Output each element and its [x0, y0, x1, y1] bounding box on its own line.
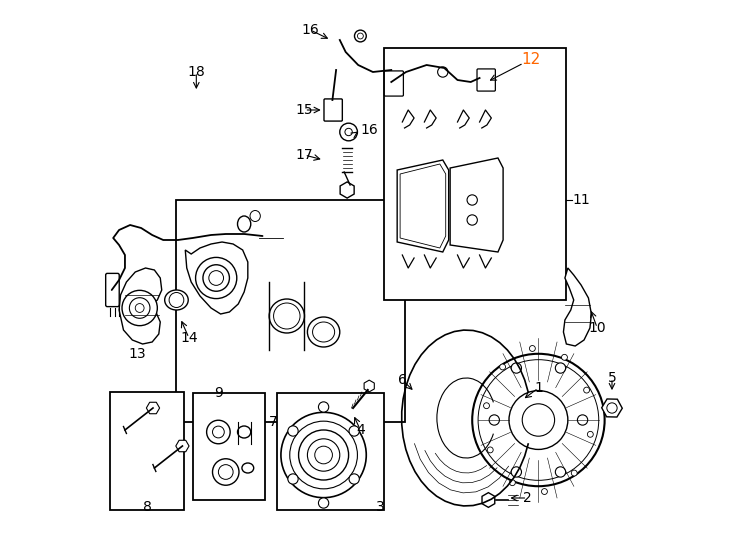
Circle shape — [213, 426, 225, 438]
Circle shape — [587, 431, 593, 437]
Text: 16: 16 — [302, 23, 319, 37]
Circle shape — [556, 363, 566, 373]
Circle shape — [511, 363, 521, 373]
Circle shape — [472, 354, 605, 486]
Circle shape — [319, 498, 329, 508]
Circle shape — [522, 404, 555, 436]
Ellipse shape — [169, 293, 184, 307]
Circle shape — [288, 474, 298, 484]
Circle shape — [437, 67, 448, 77]
Circle shape — [571, 470, 577, 476]
Bar — [384, 48, 567, 300]
Text: 14: 14 — [180, 331, 197, 345]
Ellipse shape — [250, 211, 261, 221]
Ellipse shape — [164, 290, 188, 310]
Text: 11: 11 — [573, 193, 590, 207]
Circle shape — [578, 415, 588, 425]
Bar — [192, 393, 265, 500]
Text: 15: 15 — [296, 103, 313, 117]
Polygon shape — [400, 164, 446, 248]
Polygon shape — [185, 242, 248, 314]
Circle shape — [315, 446, 333, 464]
Circle shape — [511, 467, 521, 477]
Text: 17: 17 — [296, 148, 313, 162]
Ellipse shape — [274, 303, 300, 329]
Text: 2: 2 — [523, 491, 531, 505]
Circle shape — [529, 346, 535, 352]
FancyBboxPatch shape — [256, 224, 286, 249]
Circle shape — [607, 403, 617, 413]
Circle shape — [219, 464, 233, 480]
Circle shape — [500, 364, 506, 370]
Bar — [277, 393, 384, 510]
Circle shape — [509, 390, 568, 449]
Text: 12: 12 — [521, 52, 541, 68]
Bar — [110, 392, 184, 510]
Circle shape — [299, 430, 349, 480]
Polygon shape — [119, 268, 161, 344]
Text: 18: 18 — [187, 65, 206, 79]
Text: 16: 16 — [360, 123, 378, 137]
Circle shape — [195, 258, 237, 299]
Circle shape — [467, 215, 477, 225]
Text: 5: 5 — [608, 371, 617, 385]
Text: 8: 8 — [142, 500, 151, 514]
Ellipse shape — [242, 463, 254, 473]
Circle shape — [290, 421, 357, 489]
Ellipse shape — [308, 317, 340, 347]
Circle shape — [355, 30, 366, 42]
Ellipse shape — [238, 216, 251, 232]
FancyBboxPatch shape — [106, 273, 119, 307]
Text: 3: 3 — [376, 500, 385, 514]
Circle shape — [209, 271, 224, 285]
Circle shape — [349, 426, 360, 436]
FancyBboxPatch shape — [385, 71, 404, 96]
Circle shape — [129, 298, 150, 318]
Ellipse shape — [313, 322, 335, 342]
Ellipse shape — [269, 299, 305, 333]
Circle shape — [562, 354, 567, 360]
Circle shape — [484, 403, 490, 409]
FancyBboxPatch shape — [324, 99, 342, 121]
Circle shape — [489, 415, 499, 425]
Text: 9: 9 — [214, 386, 223, 400]
Polygon shape — [397, 160, 448, 252]
Text: 1: 1 — [534, 381, 543, 395]
Circle shape — [467, 195, 477, 205]
Circle shape — [556, 467, 566, 477]
Text: 13: 13 — [128, 347, 146, 361]
Ellipse shape — [238, 426, 251, 438]
Bar — [176, 200, 404, 422]
Text: 6: 6 — [398, 373, 407, 387]
Circle shape — [308, 439, 340, 471]
Circle shape — [349, 474, 360, 484]
Circle shape — [357, 33, 363, 39]
Polygon shape — [450, 158, 503, 252]
Circle shape — [319, 402, 329, 412]
Circle shape — [203, 265, 230, 291]
Circle shape — [122, 291, 157, 326]
Circle shape — [288, 426, 298, 436]
Text: 4: 4 — [356, 423, 365, 437]
Circle shape — [340, 123, 357, 141]
Circle shape — [281, 413, 366, 498]
Circle shape — [135, 303, 144, 313]
Circle shape — [509, 480, 515, 485]
Circle shape — [487, 447, 493, 453]
Circle shape — [206, 420, 230, 444]
Circle shape — [584, 387, 589, 393]
Polygon shape — [564, 268, 592, 346]
Text: 10: 10 — [589, 321, 606, 335]
FancyBboxPatch shape — [477, 69, 495, 91]
Circle shape — [345, 129, 352, 136]
Circle shape — [478, 360, 599, 480]
Circle shape — [542, 489, 548, 495]
Text: 7: 7 — [269, 415, 278, 429]
Circle shape — [213, 459, 239, 485]
